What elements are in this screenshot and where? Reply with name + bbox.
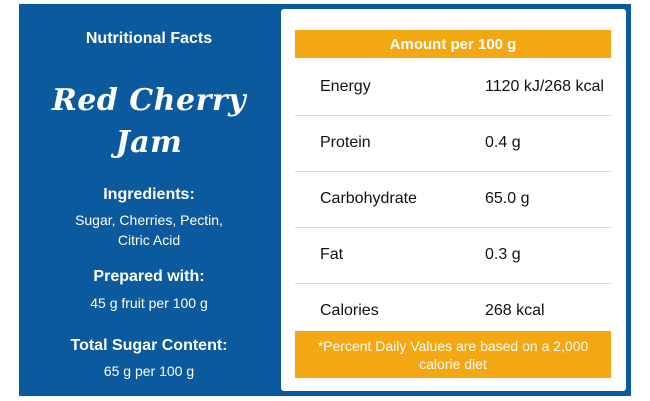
product-info-column: Nutritional Facts Red Cherry Jam Ingredi… [19,4,279,396]
nutrient-value: 1120 kJ/268 kcal [485,78,604,95]
product-name: Red Cherry Jam [19,80,279,164]
product-name-line1: Red Cherry [51,83,247,118]
nutrition-facts-title: Nutritional Facts [85,30,213,47]
product-name-line2: Jam [115,125,183,160]
daily-values-footnote: *Percent Daily Values are based on a 2,0… [295,331,611,378]
nutrient-name: Carbohydrate [320,190,417,207]
table-row: Fat 0.3 g [295,228,611,284]
sugar-heading: Total Sugar Content: [70,337,228,354]
nutrient-name: Energy [320,78,371,95]
table-row: Carbohydrate 65.0 g [295,172,611,228]
nutrient-name: Fat [320,246,344,263]
ingredients-heading: Ingredients: [103,186,195,203]
nutrient-name: Calories [320,302,379,319]
prepared-heading: Prepared with: [93,268,205,285]
nutrition-rows: Energy 1120 kJ/268 kcal Protein 0.4 g Ca… [295,60,611,339]
nutrition-panel: Nutritional Facts Red Cherry Jam Ingredi… [19,4,631,396]
sugar-text: 65 g per 100 g [103,363,195,379]
amount-header: Amount per 100 g [295,30,611,58]
nutrient-value: 0.4 g [485,134,521,151]
table-row: Calories 268 kcal [295,284,611,339]
prepared-text: 45 g fruit per 100 g [90,295,208,311]
nutrient-value: 65.0 g [485,190,530,207]
nutrient-value: 0.3 g [485,246,521,263]
nutrient-value: 268 kcal [485,302,545,319]
nutrient-name: Protein [320,134,371,151]
table-row: Protein 0.4 g [295,116,611,172]
nutrition-table-card: Amount per 100 g Energy 1120 kJ/268 kcal… [281,9,626,391]
ingredients-text: Sugar, Cherries, Pectin, Citric Acid [75,212,223,248]
table-row: Energy 1120 kJ/268 kcal [295,60,611,116]
